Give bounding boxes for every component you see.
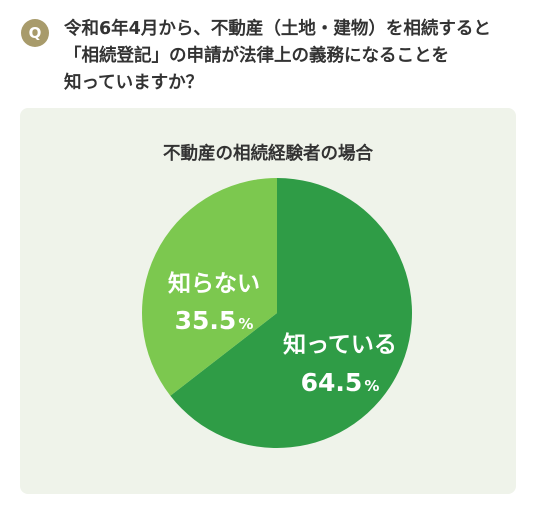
chart-title: 不動産の相続経験者の場合 xyxy=(163,144,373,164)
pie-slice-does-not-know xyxy=(141,178,277,396)
question-text: 令和6年4月から、不動産（土地・建物）を相続すると 「相続登記」の申請が法律上の… xyxy=(64,16,522,97)
question-badge: Q xyxy=(21,19,49,47)
slice-label-knows: 知っている xyxy=(283,331,397,358)
slice-value-unit-knows: % xyxy=(364,377,379,395)
slice-value-unit-does-not-know: % xyxy=(238,315,253,333)
question-line-3: 知っていますか？ xyxy=(64,73,204,93)
slice-label-does-not-know: 知らない xyxy=(168,270,260,297)
question-line-1: 令和6年4月から、不動産（土地・建物）を相続すると xyxy=(64,19,491,39)
pie-slice-knows xyxy=(170,178,412,449)
slice-value-number-does-not-know: 35.5 xyxy=(175,306,237,335)
slice-value-number-knows: 64.5 xyxy=(301,368,363,397)
slice-value-knows: 64.5% xyxy=(301,368,380,397)
slice-value-does-not-know: 35.5% xyxy=(175,306,254,335)
question-line-2: 「相続登記」の申請が法律上の義務になることを xyxy=(64,46,449,66)
